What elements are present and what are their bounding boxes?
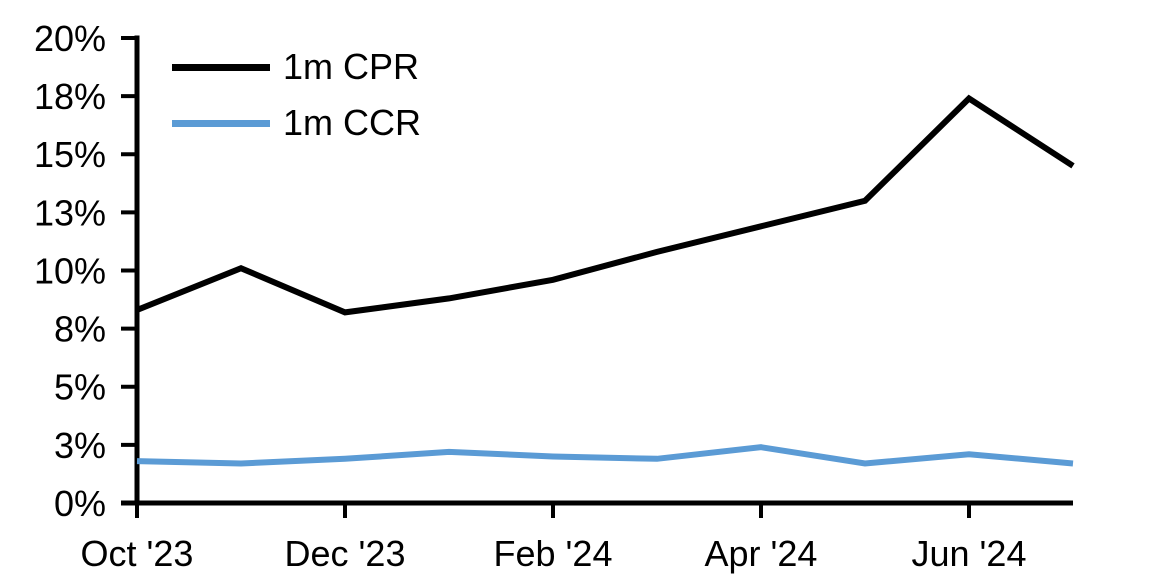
cpr-line-swatch [172, 63, 270, 71]
y-tick-label: 8% [54, 309, 106, 350]
x-tick-label: Jun '24 [912, 533, 1027, 574]
y-tick-label: 10% [34, 250, 106, 291]
series-line-1m-ccr [136, 444, 1074, 467]
x-tick-label: Oct '23 [81, 533, 194, 574]
legend-label-cpr: 1m CPR [283, 46, 420, 87]
y-tick-label: 5% [54, 367, 106, 408]
y-tick-label: 3% [54, 425, 106, 466]
x-tick-label: Apr '24 [705, 533, 818, 574]
y-tick-label: 13% [34, 192, 106, 233]
ccr-line-swatch [172, 119, 270, 127]
y-tick-label: 18% [34, 76, 106, 117]
chart-legend: 1m CPR 1m CCR [172, 39, 421, 151]
x-tick-label: Feb '24 [494, 533, 613, 574]
legend-label-ccr: 1m CCR [283, 102, 422, 143]
y-tick-label: 15% [34, 134, 106, 175]
series-line-1m-cpr [135, 94, 1075, 316]
legend-item-cpr: 1m CPR [172, 39, 421, 95]
y-tick-label: 0% [54, 483, 106, 524]
y-tick-label: 20% [34, 18, 106, 59]
legend-item-ccr: 1m CCR [172, 95, 421, 151]
x-tick-label: Dec '23 [285, 533, 406, 574]
